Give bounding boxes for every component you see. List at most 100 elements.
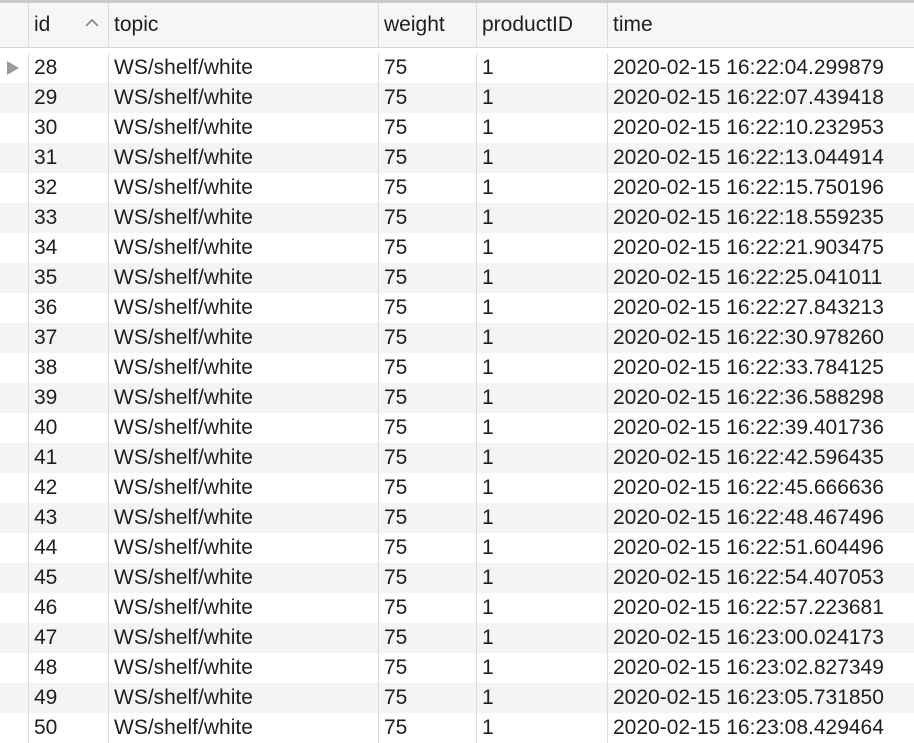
cell-time[interactable]: 2020-02-15 16:23:05.731850 — [613, 686, 884, 709]
cell-weight[interactable]: 75 — [379, 383, 477, 413]
row-gutter[interactable] — [0, 713, 29, 743]
cell-id[interactable]: 28 — [29, 53, 109, 83]
cell-time[interactable]: 2020-02-15 16:22:54.407053 — [613, 566, 884, 589]
cell-id[interactable]: 30 — [29, 113, 109, 143]
cell-topic[interactable]: WS/shelf/white — [109, 623, 379, 653]
cell-time[interactable]: 2020-02-15 16:22:51.604496 — [613, 536, 884, 559]
row-gutter[interactable] — [0, 683, 29, 713]
table-row[interactable]: 43 WS/shelf/white 75 1 2020-02-15 16:22:48.4… — [0, 503, 914, 533]
cell-weight[interactable]: 75 — [379, 263, 477, 293]
table-row[interactable]: 49 WS/shelf/white 75 1 2020-02-15 16:23:05.7… — [0, 683, 914, 713]
cell-id[interactable]: 34 — [29, 233, 109, 263]
cell-topic[interactable]: WS/shelf/white — [109, 713, 379, 743]
cell-topic[interactable]: WS/shelf/white — [109, 383, 379, 413]
cell-weight[interactable]: 75 — [379, 293, 477, 323]
row-gutter[interactable] — [0, 473, 29, 503]
cell-topic[interactable]: WS/shelf/white — [109, 413, 379, 443]
cell-topic[interactable]: WS/shelf/white — [109, 53, 379, 83]
cell-id[interactable]: 40 — [29, 413, 109, 443]
cell-time[interactable]: 2020-02-15 16:22:30.978260 — [613, 326, 884, 349]
cell-weight[interactable]: 75 — [379, 653, 477, 683]
cell-productid[interactable]: 1 — [477, 473, 608, 503]
table-row[interactable]: 45 WS/shelf/white 75 1 2020-02-15 16:22:54.4… — [0, 563, 914, 593]
row-gutter[interactable] — [0, 233, 29, 263]
cell-productid[interactable]: 1 — [477, 383, 608, 413]
cell-topic[interactable]: WS/shelf/white — [109, 233, 379, 263]
cell-time[interactable]: 2020-02-15 16:22:21.903475 — [613, 236, 884, 259]
row-gutter[interactable] — [0, 173, 29, 203]
cell-topic[interactable]: WS/shelf/white — [109, 683, 379, 713]
cell-weight[interactable]: 75 — [379, 353, 477, 383]
cell-time[interactable]: 2020-02-15 16:22:07.439418 — [613, 86, 884, 109]
cell-productid[interactable]: 1 — [477, 533, 608, 563]
table-row[interactable]: 46 WS/shelf/white 75 1 2020-02-15 16:22:57.2… — [0, 593, 914, 623]
cell-productid[interactable]: 1 — [477, 203, 608, 233]
row-gutter[interactable] — [0, 443, 29, 473]
cell-time[interactable]: 2020-02-15 16:22:18.559235 — [613, 206, 884, 229]
cell-productid[interactable]: 1 — [477, 293, 608, 323]
column-header-id[interactable]: id — [29, 3, 109, 47]
cell-time[interactable]: 2020-02-15 16:23:00.024173 — [613, 626, 884, 649]
cell-productid[interactable]: 1 — [477, 443, 608, 473]
cell-productid[interactable]: 1 — [477, 83, 608, 113]
cell-weight[interactable]: 75 — [379, 563, 477, 593]
cell-topic[interactable]: WS/shelf/white — [109, 83, 379, 113]
cell-id[interactable]: 44 — [29, 533, 109, 563]
cell-time[interactable]: 2020-02-15 16:22:36.588298 — [613, 386, 884, 409]
column-header-weight[interactable]: weight — [379, 3, 477, 47]
cell-weight[interactable]: 75 — [379, 473, 477, 503]
cell-id[interactable]: 31 — [29, 143, 109, 173]
row-gutter[interactable] — [0, 83, 29, 113]
cell-time[interactable]: 2020-02-15 16:22:25.041011 — [613, 266, 883, 289]
column-header-topic[interactable]: topic — [109, 3, 379, 47]
cell-id[interactable]: 37 — [29, 323, 109, 353]
cell-topic[interactable]: WS/shelf/white — [109, 593, 379, 623]
cell-productid[interactable]: 1 — [477, 623, 608, 653]
row-gutter[interactable] — [0, 263, 29, 293]
table-row[interactable]: 37 WS/shelf/white 75 1 2020-02-15 16:22:30.9… — [0, 323, 914, 353]
cell-weight[interactable]: 75 — [379, 623, 477, 653]
row-gutter[interactable] — [0, 383, 29, 413]
row-gutter[interactable] — [0, 53, 29, 83]
cell-weight[interactable]: 75 — [379, 683, 477, 713]
table-row[interactable]: 39 WS/shelf/white 75 1 2020-02-15 16:22:36.5… — [0, 383, 914, 413]
cell-time[interactable]: 2020-02-15 16:22:45.666636 — [613, 476, 884, 499]
row-gutter[interactable] — [0, 413, 29, 443]
cell-time[interactable]: 2020-02-15 16:22:27.843213 — [613, 296, 884, 319]
cell-time[interactable]: 2020-02-15 16:22:57.223681 — [613, 596, 884, 619]
cell-productid[interactable]: 1 — [477, 233, 608, 263]
cell-time[interactable]: 2020-02-15 16:22:15.750196 — [613, 176, 884, 199]
cell-time[interactable]: 2020-02-15 16:22:04.299879 — [613, 56, 884, 79]
cell-id[interactable]: 36 — [29, 293, 109, 323]
cell-productid[interactable]: 1 — [477, 113, 608, 143]
table-row[interactable]: 42 WS/shelf/white 75 1 2020-02-15 16:22:45.6… — [0, 473, 914, 503]
cell-topic[interactable]: WS/shelf/white — [109, 113, 379, 143]
cell-time[interactable]: 2020-02-15 16:22:48.467496 — [613, 506, 884, 529]
cell-weight[interactable]: 75 — [379, 233, 477, 263]
cell-id[interactable]: 39 — [29, 383, 109, 413]
row-gutter[interactable] — [0, 503, 29, 533]
cell-topic[interactable]: WS/shelf/white — [109, 173, 379, 203]
cell-time[interactable]: 2020-02-15 16:22:42.596435 — [613, 446, 884, 469]
cell-weight[interactable]: 75 — [379, 53, 477, 83]
cell-productid[interactable]: 1 — [477, 683, 608, 713]
cell-weight[interactable]: 75 — [379, 443, 477, 473]
table-row[interactable]: 44 WS/shelf/white 75 1 2020-02-15 16:22:51.6… — [0, 533, 914, 563]
table-row[interactable]: 31 WS/shelf/white 75 1 2020-02-15 16:22:13.0… — [0, 143, 914, 173]
cell-productid[interactable]: 1 — [477, 173, 608, 203]
cell-topic[interactable]: WS/shelf/white — [109, 293, 379, 323]
cell-id[interactable]: 38 — [29, 353, 109, 383]
row-gutter[interactable] — [0, 653, 29, 683]
table-row[interactable]: 40 WS/shelf/white 75 1 2020-02-15 16:22:39.4… — [0, 413, 914, 443]
table-row[interactable]: 33 WS/shelf/white 75 1 2020-02-15 16:22:18.5… — [0, 203, 914, 233]
cell-time[interactable]: 2020-02-15 16:22:33.784125 — [613, 356, 884, 379]
cell-weight[interactable]: 75 — [379, 83, 477, 113]
row-gutter[interactable] — [0, 323, 29, 353]
cell-weight[interactable]: 75 — [379, 713, 477, 743]
cell-id[interactable]: 43 — [29, 503, 109, 533]
cell-id[interactable]: 45 — [29, 563, 109, 593]
cell-weight[interactable]: 75 — [379, 203, 477, 233]
cell-productid[interactable]: 1 — [477, 353, 608, 383]
cell-id[interactable]: 35 — [29, 263, 109, 293]
cell-productid[interactable]: 1 — [477, 563, 608, 593]
